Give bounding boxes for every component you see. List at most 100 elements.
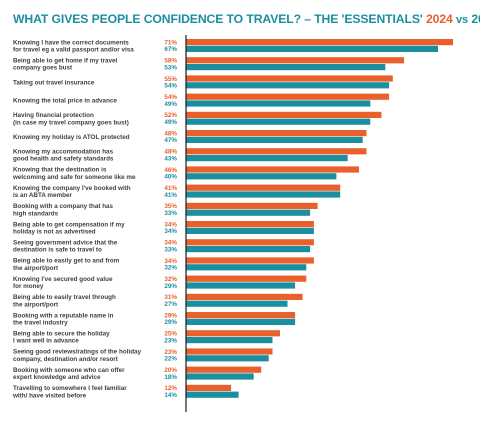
bar-2024 — [186, 57, 405, 64]
value-label-2024: 32% — [164, 276, 177, 283]
bar-2023 — [186, 209, 311, 216]
category-label-line: Knowing the company I've booked with — [13, 185, 131, 192]
value-label-2024: 25% — [164, 331, 177, 338]
bar-2024 — [186, 366, 262, 373]
title-year-2023: 2023 — [471, 12, 480, 26]
value-label-2024: 41% — [164, 185, 177, 192]
category-label-line: high standards — [13, 210, 59, 217]
bar-2023 — [186, 337, 273, 344]
category-label-line: Being able to get home if my travel — [13, 58, 118, 65]
category-row: Being able to get home if my travel compa… — [13, 57, 405, 72]
value-label-2024: 54% — [164, 94, 177, 101]
category-row: Knowing I've secured good value for money… — [13, 275, 307, 290]
value-label-2024: 29% — [164, 312, 177, 319]
category-label-line: for travel eg a valid passport and/or vi… — [13, 47, 134, 54]
bar-2023 — [186, 45, 438, 52]
category-label-line: Knowing my holiday is ATOL protected — [13, 134, 130, 141]
category-label-line: is an ABTA member — [13, 192, 72, 199]
category-label: Taking out travel insurance — [13, 79, 95, 86]
bar-2023 — [186, 373, 254, 380]
category-row: Knowing I have the correct documents for … — [13, 39, 453, 54]
value-label-2023: 33% — [164, 246, 177, 253]
value-label-2023: 54% — [164, 83, 177, 90]
value-label-2024: 52% — [164, 112, 177, 119]
category-label-line: Booking with someone who can offer — [13, 367, 125, 374]
value-label-2023: 29% — [164, 283, 177, 290]
category-row: Booking with a company that has high stan… — [13, 202, 318, 217]
category-label-line: the airport/port — [13, 265, 59, 272]
bar-2023 — [186, 282, 296, 289]
value-label-2023: 18% — [164, 374, 177, 381]
category-label-line: Knowing I've secured good value — [13, 276, 113, 283]
category-label: Travelling to somewhere I feel familiar w… — [12, 385, 127, 399]
category-row: Travelling to somewhere I feel familiar w… — [12, 384, 239, 399]
category-row: Seeing government advice that the destina… — [13, 239, 314, 254]
value-label-2024: 58% — [164, 58, 177, 65]
bar-2024 — [186, 93, 390, 100]
value-label-2024: 35% — [164, 203, 177, 210]
bar-2023 — [186, 155, 348, 162]
value-label-2023: 14% — [164, 392, 177, 399]
value-label-2023: 40% — [164, 174, 177, 181]
title-vs: vs — [455, 14, 469, 26]
category-row: Being able to easily travel through the a… — [13, 293, 303, 308]
category-label-line: Being able to get compensation if my — [13, 221, 125, 228]
category-label-line: Being able to easily get to and from — [13, 258, 120, 265]
value-label-2023: 29% — [164, 319, 177, 326]
category-label-line: expert knowledge and advice — [13, 374, 101, 381]
value-label-2024: 34% — [164, 258, 177, 265]
category-row: Having financial protection (in case my t… — [13, 111, 382, 126]
value-label-2023: 43% — [164, 155, 177, 162]
value-label-2023: 33% — [164, 210, 177, 217]
title-year-2024: 2024 — [425, 12, 453, 26]
category-label-line: holiday is not as advertised — [13, 229, 96, 236]
bar-2023 — [186, 318, 296, 325]
value-label-2024: 31% — [164, 294, 177, 301]
value-label-2024: 34% — [164, 240, 177, 247]
category-label: Being able to easily travel through the a… — [13, 294, 116, 308]
category-label: Knowing I have the correct documents for … — [13, 39, 134, 53]
bar-2024 — [186, 330, 280, 337]
value-label-2024: 23% — [164, 349, 177, 356]
category-row: Taking out travel insurance 55%54% — [13, 75, 393, 90]
bar-2024 — [186, 275, 307, 282]
category-label-line: the travel industry — [13, 320, 68, 327]
bar-2024 — [186, 75, 393, 82]
category-label-line: Booking with a company that has — [13, 203, 114, 210]
bar-2024 — [186, 39, 453, 46]
bar-2024 — [186, 239, 314, 246]
bar-2023 — [186, 100, 371, 107]
category-label: Booking with a company that has high stan… — [13, 203, 114, 217]
category-row: Knowing my holiday is ATOL protected 48%4… — [13, 130, 367, 144]
value-label-2023: 41% — [164, 192, 177, 199]
bar-2024 — [186, 130, 367, 137]
category-row: Knowing that the destination is welcoming… — [12, 166, 359, 181]
bar-2024 — [186, 202, 318, 209]
category-label: Being able to easily get to and from the … — [13, 258, 120, 272]
category-label-line: Seeing good reviews/ratings of the holid… — [13, 349, 142, 356]
chart-title: WHAT GIVES PEOPLE CONFIDENCE TO TRAVEL? … — [13, 12, 480, 26]
value-label-2024: 34% — [164, 221, 177, 228]
value-label-2024: 71% — [164, 39, 177, 46]
bar-2023 — [186, 173, 337, 180]
category-row: Being able to secure the holiday I want w… — [13, 330, 280, 345]
category-label-line: Knowing the total price in advance — [13, 98, 117, 105]
bar-2023 — [186, 300, 288, 307]
value-label-2023: 22% — [164, 356, 177, 363]
value-label-2023: 34% — [164, 228, 177, 235]
bar-2023 — [186, 246, 311, 253]
bar-2024 — [186, 293, 303, 300]
value-label-2023: 49% — [164, 119, 177, 126]
bar-2024 — [186, 257, 314, 264]
category-label: Booking with someone who can offer expert… — [13, 367, 125, 381]
category-row: Knowing the total price in advance 54%49% — [13, 93, 390, 108]
bar-2023 — [186, 64, 386, 71]
category-label: Seeing good reviews/ratings of the holid… — [13, 349, 142, 363]
bar-2023 — [186, 264, 307, 271]
value-label-2024: 48% — [164, 130, 177, 137]
bar-2023 — [186, 82, 390, 89]
bar-2024 — [186, 184, 341, 191]
category-row: Booking with someone who can offer expert… — [13, 366, 262, 381]
bar-2024 — [186, 221, 314, 228]
category-row: Booking with a reputable name in the trav… — [13, 312, 296, 327]
